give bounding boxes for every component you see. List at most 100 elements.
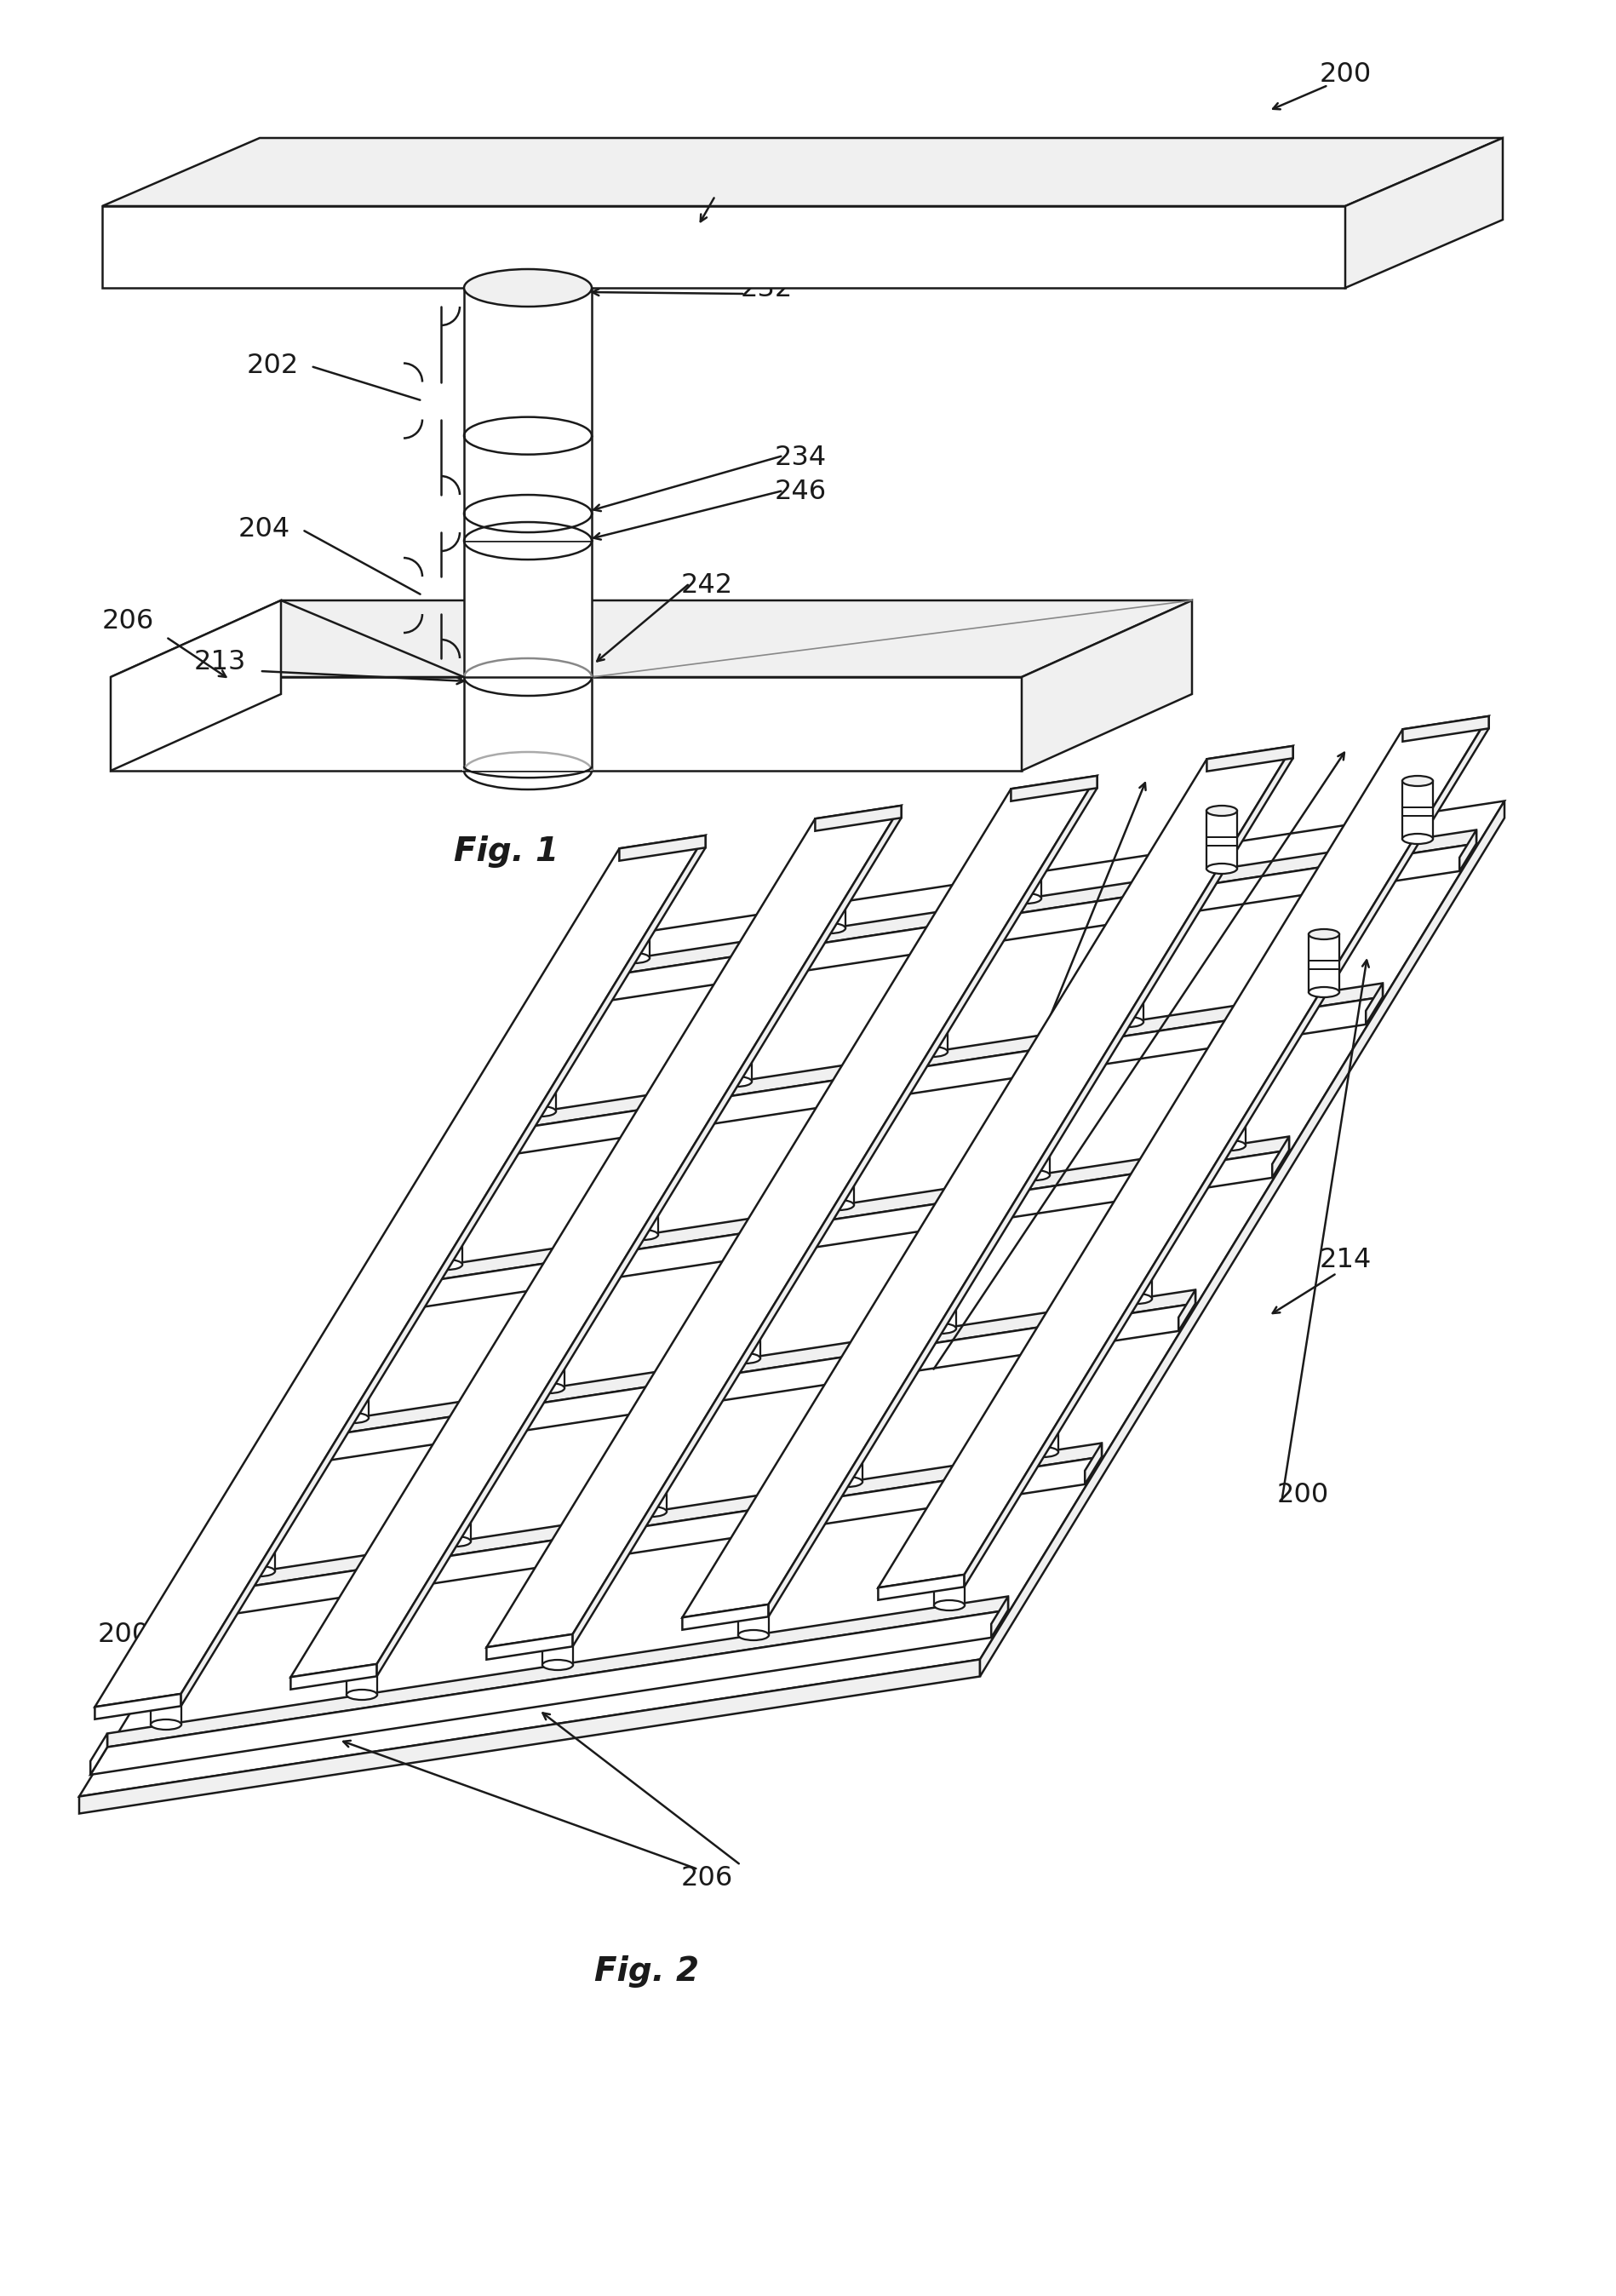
Text: 206: 206 bbox=[102, 608, 154, 636]
Ellipse shape bbox=[431, 1201, 462, 1212]
Polygon shape bbox=[1018, 1118, 1049, 1176]
Polygon shape bbox=[462, 677, 593, 771]
Polygon shape bbox=[377, 806, 900, 1676]
Polygon shape bbox=[294, 1290, 1194, 1440]
Polygon shape bbox=[200, 1444, 1100, 1593]
Ellipse shape bbox=[924, 1265, 955, 1277]
Text: 200: 200 bbox=[97, 1621, 149, 1649]
Polygon shape bbox=[486, 776, 1097, 1646]
Polygon shape bbox=[440, 1483, 470, 1541]
Polygon shape bbox=[575, 829, 1475, 980]
Ellipse shape bbox=[1206, 806, 1236, 815]
Polygon shape bbox=[916, 994, 947, 1052]
Polygon shape bbox=[1206, 810, 1236, 868]
Polygon shape bbox=[150, 1667, 181, 1724]
Polygon shape bbox=[1403, 716, 1488, 742]
Polygon shape bbox=[431, 1208, 462, 1265]
Ellipse shape bbox=[346, 1632, 377, 1642]
Polygon shape bbox=[682, 746, 1293, 1616]
Text: 232: 232 bbox=[740, 276, 792, 303]
Polygon shape bbox=[814, 870, 845, 928]
Polygon shape bbox=[346, 1637, 377, 1694]
Polygon shape bbox=[541, 1607, 572, 1665]
Ellipse shape bbox=[1122, 1293, 1151, 1304]
Text: 213: 213 bbox=[194, 650, 246, 675]
Polygon shape bbox=[814, 806, 900, 831]
Ellipse shape bbox=[440, 1479, 470, 1488]
Ellipse shape bbox=[150, 1662, 181, 1671]
Ellipse shape bbox=[635, 1449, 666, 1458]
Ellipse shape bbox=[150, 1720, 181, 1729]
Polygon shape bbox=[963, 716, 1488, 1587]
Polygon shape bbox=[1010, 840, 1041, 898]
Polygon shape bbox=[533, 1329, 564, 1389]
Polygon shape bbox=[739, 1577, 769, 1635]
Polygon shape bbox=[79, 801, 1503, 1795]
Polygon shape bbox=[721, 1024, 751, 1081]
Polygon shape bbox=[464, 436, 591, 514]
Polygon shape bbox=[1021, 599, 1191, 771]
Polygon shape bbox=[924, 1270, 955, 1329]
Ellipse shape bbox=[739, 1630, 769, 1639]
Ellipse shape bbox=[831, 1419, 861, 1428]
Polygon shape bbox=[525, 1054, 556, 1111]
Polygon shape bbox=[338, 1359, 368, 1419]
Polygon shape bbox=[464, 514, 591, 542]
Polygon shape bbox=[559, 967, 575, 1008]
Text: 230: 230 bbox=[483, 367, 535, 395]
Ellipse shape bbox=[1214, 1141, 1244, 1150]
Ellipse shape bbox=[1214, 1081, 1244, 1093]
Polygon shape bbox=[372, 1150, 1288, 1316]
Text: 246: 246 bbox=[774, 480, 826, 505]
Ellipse shape bbox=[1028, 1389, 1058, 1398]
Polygon shape bbox=[991, 1596, 1007, 1637]
Polygon shape bbox=[572, 776, 1097, 1646]
Polygon shape bbox=[181, 836, 705, 1706]
Ellipse shape bbox=[1307, 930, 1338, 939]
Ellipse shape bbox=[1401, 833, 1432, 845]
Polygon shape bbox=[635, 1453, 666, 1511]
Polygon shape bbox=[1307, 934, 1338, 992]
Ellipse shape bbox=[1018, 1111, 1049, 1123]
Ellipse shape bbox=[525, 1107, 556, 1116]
Ellipse shape bbox=[1010, 893, 1041, 905]
Polygon shape bbox=[465, 996, 1382, 1162]
Ellipse shape bbox=[1112, 960, 1143, 969]
Polygon shape bbox=[482, 983, 1382, 1134]
Ellipse shape bbox=[1112, 1017, 1143, 1026]
Ellipse shape bbox=[729, 1352, 760, 1364]
Text: Fig. 1: Fig. 1 bbox=[454, 836, 559, 868]
Ellipse shape bbox=[338, 1355, 368, 1366]
Ellipse shape bbox=[916, 990, 947, 999]
Ellipse shape bbox=[525, 1049, 556, 1058]
Ellipse shape bbox=[541, 1660, 572, 1669]
Ellipse shape bbox=[934, 1543, 965, 1552]
Ellipse shape bbox=[464, 269, 591, 308]
Ellipse shape bbox=[924, 1322, 955, 1334]
Polygon shape bbox=[729, 1300, 760, 1359]
Text: 234: 234 bbox=[774, 445, 826, 471]
Ellipse shape bbox=[338, 1412, 368, 1424]
Ellipse shape bbox=[541, 1603, 572, 1612]
Text: 242: 242 bbox=[680, 572, 732, 599]
Ellipse shape bbox=[1307, 987, 1338, 996]
Ellipse shape bbox=[729, 1295, 760, 1306]
Text: 200: 200 bbox=[1277, 1481, 1328, 1508]
Ellipse shape bbox=[814, 866, 845, 875]
Polygon shape bbox=[388, 1137, 1288, 1288]
Ellipse shape bbox=[1010, 836, 1041, 845]
Polygon shape bbox=[102, 207, 1345, 287]
Ellipse shape bbox=[1206, 863, 1236, 875]
Ellipse shape bbox=[244, 1508, 275, 1518]
Text: 202: 202 bbox=[246, 354, 299, 379]
Ellipse shape bbox=[635, 1506, 666, 1518]
Polygon shape bbox=[559, 843, 1475, 1008]
Text: 214: 214 bbox=[1319, 1247, 1370, 1274]
Polygon shape bbox=[244, 1513, 275, 1570]
Polygon shape bbox=[95, 1694, 181, 1720]
Ellipse shape bbox=[1018, 1171, 1049, 1180]
Ellipse shape bbox=[739, 1573, 769, 1582]
Ellipse shape bbox=[627, 1171, 658, 1182]
Text: 208: 208 bbox=[688, 170, 740, 195]
Ellipse shape bbox=[1122, 1235, 1151, 1247]
